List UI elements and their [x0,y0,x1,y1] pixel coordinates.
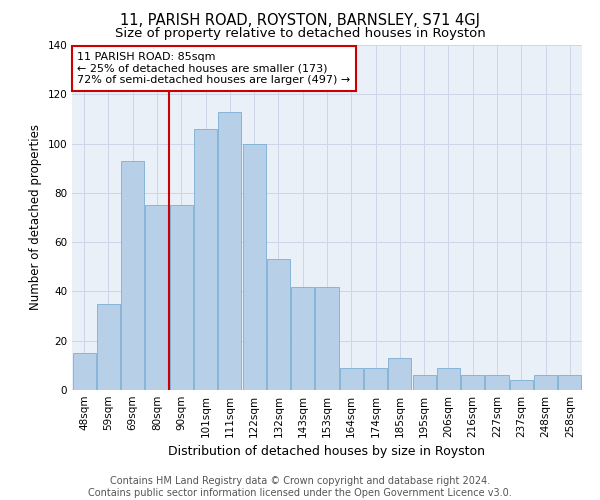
Bar [510,380,533,390]
X-axis label: Distribution of detached houses by size in Royston: Distribution of detached houses by size … [169,446,485,458]
Bar [485,375,509,390]
Bar [121,161,144,390]
Text: 11 PARISH ROAD: 85sqm
← 25% of detached houses are smaller (173)
72% of semi-det: 11 PARISH ROAD: 85sqm ← 25% of detached … [77,52,350,85]
Text: Size of property relative to detached houses in Royston: Size of property relative to detached ho… [115,28,485,40]
Bar [218,112,241,390]
Bar [316,286,338,390]
Bar [291,286,314,390]
Bar [340,368,363,390]
Y-axis label: Number of detached properties: Number of detached properties [29,124,42,310]
Bar [559,375,581,390]
Bar [145,205,169,390]
Bar [194,129,217,390]
Bar [534,375,557,390]
Bar [73,353,95,390]
Text: Contains HM Land Registry data © Crown copyright and database right 2024.
Contai: Contains HM Land Registry data © Crown c… [88,476,512,498]
Bar [364,368,387,390]
Bar [170,205,193,390]
Bar [267,260,290,390]
Bar [413,375,436,390]
Bar [388,358,412,390]
Bar [461,375,484,390]
Text: 11, PARISH ROAD, ROYSTON, BARNSLEY, S71 4GJ: 11, PARISH ROAD, ROYSTON, BARNSLEY, S71 … [120,12,480,28]
Bar [242,144,266,390]
Bar [97,304,120,390]
Bar [437,368,460,390]
